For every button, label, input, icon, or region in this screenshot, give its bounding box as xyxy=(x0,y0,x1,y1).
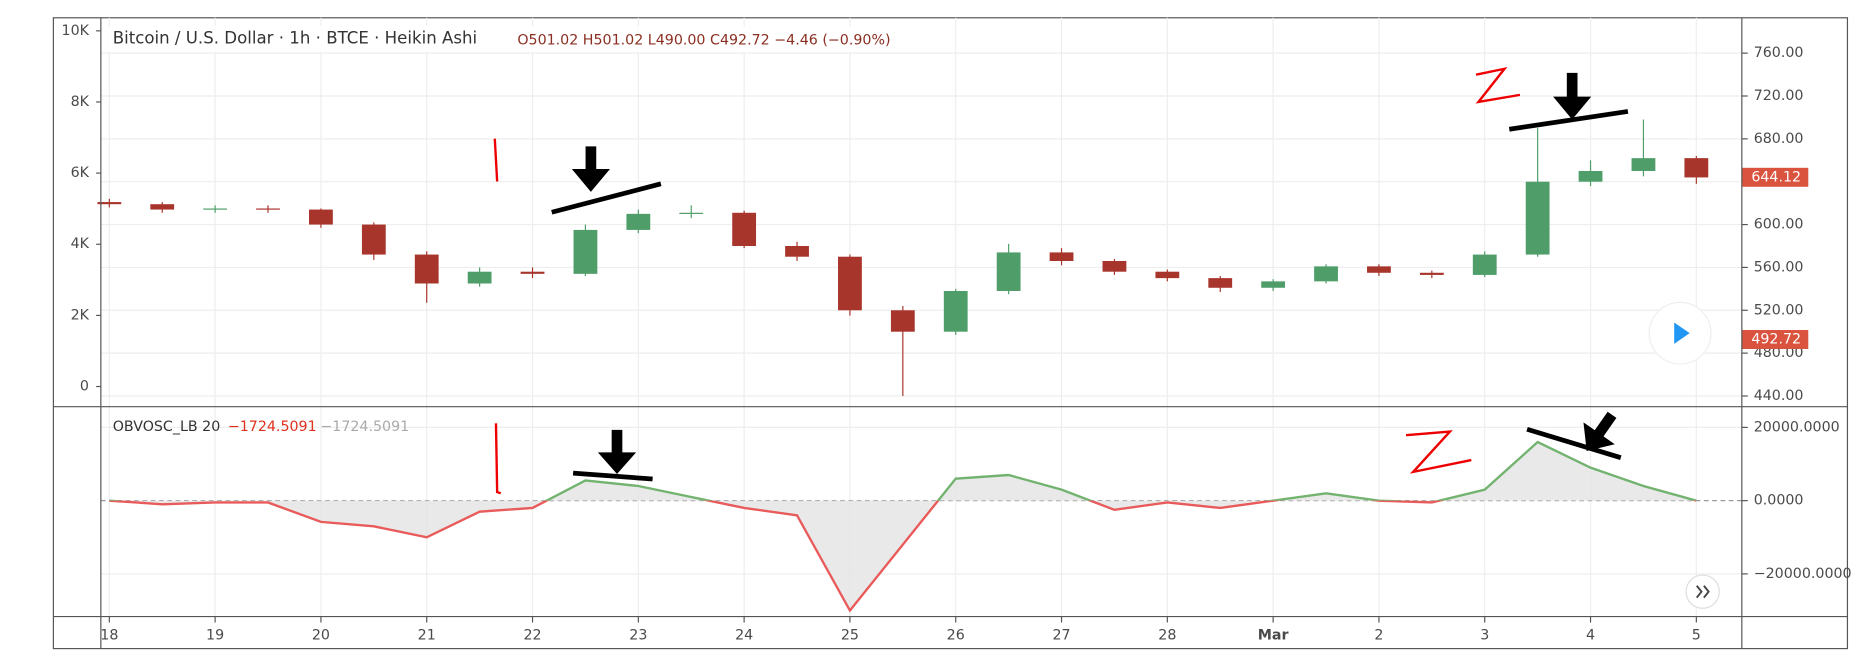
candle-body xyxy=(785,245,809,257)
y2-tick-label: 4K xyxy=(71,236,90,252)
x-tick-label: Mar xyxy=(1258,628,1289,644)
mark-one xyxy=(494,423,502,495)
y-tick-label: 600.00 xyxy=(1754,217,1804,233)
ohlc-readout: O501.02 H501.02 L490.00 C492.72 −4.46 (−… xyxy=(517,32,890,48)
candle-body xyxy=(1367,266,1391,273)
candle-body xyxy=(97,202,122,205)
y-tick-label: 0.0000 xyxy=(1754,493,1804,509)
x-tick-label: 28 xyxy=(1158,628,1176,644)
candle-body xyxy=(414,254,439,284)
candle-body xyxy=(1578,170,1603,182)
y2-tick-label: 10K xyxy=(62,23,90,39)
x-tick-label: 3 xyxy=(1480,628,1489,644)
x-tick-label: 25 xyxy=(841,628,859,644)
candle-body xyxy=(679,212,704,214)
candle-body xyxy=(256,208,280,210)
y-tick-label: 760.00 xyxy=(1754,45,1804,61)
candle-body xyxy=(1631,158,1656,171)
x-tick-label: 23 xyxy=(629,628,647,644)
x-tick-label: 4 xyxy=(1586,628,1595,644)
y-tick-label: 440.00 xyxy=(1754,388,1804,404)
arrow xyxy=(571,146,610,192)
y-tick-label: 560.00 xyxy=(1754,259,1804,275)
candle-body xyxy=(467,271,492,284)
x-tick-label: 18 xyxy=(100,628,118,644)
candle-body xyxy=(1102,260,1127,272)
candle-body xyxy=(361,224,386,255)
x-tick-label: 20 xyxy=(312,628,330,644)
x-tick-label: 5 xyxy=(1692,628,1701,644)
trend-line xyxy=(1508,109,1629,132)
arrow xyxy=(1583,411,1617,452)
plot-area: 18 19 20 21 22 23 24 25 26 27 28 Mar 2 3 4 5440.00480.0… xyxy=(62,17,1851,644)
annotations xyxy=(551,72,1629,482)
candle-body xyxy=(309,209,333,225)
candle-body xyxy=(1314,266,1338,282)
y2-tick-label: 6K xyxy=(71,165,90,181)
price-label-bg xyxy=(1741,167,1809,187)
candle-body xyxy=(890,310,915,332)
candle-body xyxy=(732,212,757,246)
y2-tick-label: 8K xyxy=(71,94,90,110)
osc-area xyxy=(109,442,1697,611)
y-tick-label: 720.00 xyxy=(1754,88,1804,104)
mark-z xyxy=(1475,66,1521,104)
x-tick-label: 21 xyxy=(418,628,436,644)
candle-body xyxy=(1472,254,1497,275)
x-tick-label: 2 xyxy=(1374,628,1383,644)
mark-one xyxy=(493,138,499,182)
candle-body xyxy=(1684,158,1709,178)
trend-line xyxy=(572,470,653,482)
candle-body xyxy=(996,252,1021,291)
price-label-bg xyxy=(1741,330,1809,349)
x-tick-label: 26 xyxy=(947,628,965,644)
y-tick-label: −20000.0000 xyxy=(1754,566,1851,582)
scroll-icon xyxy=(1696,585,1710,599)
osc-line-negative xyxy=(109,500,1697,613)
chart-frame xyxy=(52,17,1849,650)
mark-z xyxy=(1405,430,1472,474)
candle-body xyxy=(626,213,651,230)
x-tick-label: 24 xyxy=(735,628,753,644)
candle-body xyxy=(1208,278,1233,288)
y2-tick-label: 0 xyxy=(80,379,89,395)
y2-tick-label: 2K xyxy=(71,307,90,323)
arrow xyxy=(597,429,637,474)
indicator-value: −1724.5091 xyxy=(320,419,409,435)
price-label: 644.12 xyxy=(1751,169,1801,185)
play-icon xyxy=(1674,322,1690,344)
x-tick-label: 19 xyxy=(206,628,224,644)
y-tick-label: 680.00 xyxy=(1754,131,1804,147)
x-tick-label: 27 xyxy=(1052,628,1070,644)
candle-body xyxy=(1049,252,1074,261)
candle-body xyxy=(838,256,862,311)
candle-body xyxy=(203,208,228,210)
legend-bg xyxy=(106,26,902,53)
y-tick-label: 20000.0000 xyxy=(1754,419,1840,435)
indicator-value: −1724.5091 xyxy=(228,419,317,435)
symbol-title: Bitcoin / U.S. Dollar · 1h · BTCE · Heik… xyxy=(113,29,477,48)
candle-body xyxy=(150,204,175,210)
candle-body xyxy=(1525,181,1550,255)
red-marks xyxy=(493,66,1521,495)
indicator-title: OBVOSC_LB 20 xyxy=(113,419,221,435)
candle-body xyxy=(1155,271,1180,279)
trend-line xyxy=(1526,426,1622,460)
candle-body xyxy=(1261,281,1286,288)
candle-body xyxy=(1419,272,1444,275)
price-label: 492.72 xyxy=(1751,332,1801,348)
y-tick-label: 480.00 xyxy=(1754,345,1804,361)
y-tick-label: 520.00 xyxy=(1754,302,1804,318)
candle-body xyxy=(943,290,968,332)
candle-body xyxy=(573,229,598,274)
x-tick-label: 22 xyxy=(523,628,541,644)
arrow xyxy=(1553,72,1592,120)
trend-line xyxy=(551,181,662,215)
candle-body xyxy=(520,271,545,274)
